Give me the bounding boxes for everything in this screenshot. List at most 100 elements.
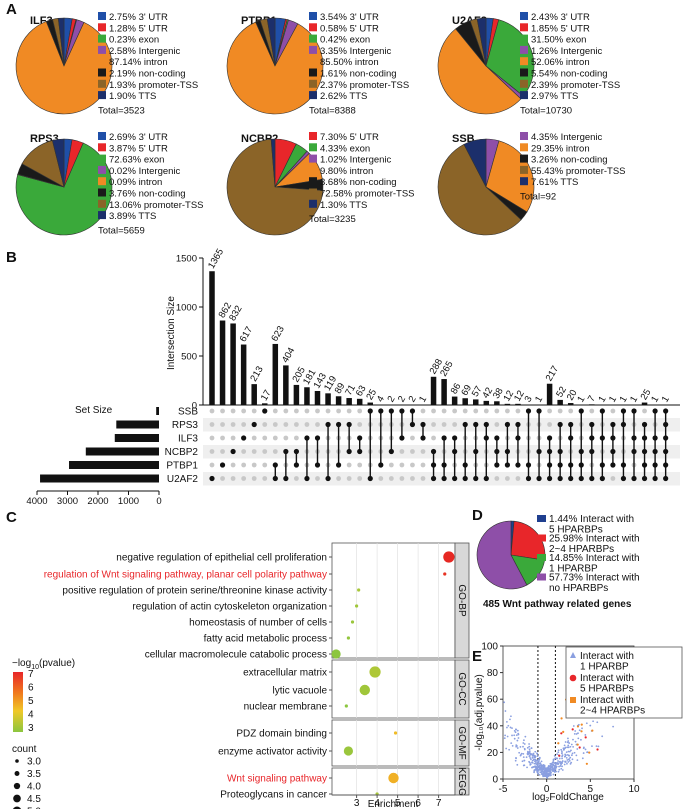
upset-dot-filled [314, 462, 321, 468]
volcano-x-title: log₂FoldChange [532, 792, 604, 803]
upset-dot-empty [610, 476, 616, 481]
volcano-point [516, 739, 519, 742]
upset-bar [578, 404, 584, 406]
volcano-point [612, 725, 615, 728]
legend-pvalue-title: −log10(pvalue) [12, 658, 75, 671]
upset-dot-empty [336, 476, 341, 481]
upset-dot-empty [315, 408, 320, 414]
volcano-legend-line1: Interact with [580, 695, 634, 706]
volcano-point-highlight [588, 751, 591, 754]
upset-dot-empty [241, 408, 247, 414]
upset-dot-filled [378, 408, 384, 414]
upset-dot-empty [357, 422, 363, 427]
upset-dot-filled [557, 448, 563, 455]
upset-dot-empty [336, 408, 341, 414]
volcano-legend-line2: 2~4 HPARBPs [580, 706, 645, 717]
upset-dot-empty [410, 449, 415, 454]
volcano-point [564, 761, 567, 763]
upset-dot-filled [663, 475, 669, 482]
volcano-point [581, 757, 584, 760]
upset-bar-label: 52 [554, 385, 569, 400]
volcano-point [539, 766, 541, 769]
volcano-point [528, 745, 531, 748]
upset-dot-empty [315, 476, 320, 481]
legend-swatch [98, 79, 106, 88]
upset-dot-filled [504, 421, 510, 428]
set-size-bar [85, 447, 159, 456]
volcano-y-tick-label: 100 [481, 642, 498, 653]
upset-dot-empty [241, 462, 247, 468]
upset-bar-label: 3 [523, 394, 535, 404]
upset-dot-empty [241, 449, 247, 454]
legend-label: 1.30% TTS [320, 200, 367, 211]
upset-dot-empty [452, 408, 458, 414]
volcano-point [556, 753, 559, 756]
upset-dot-filled [557, 462, 563, 468]
upset-y-title: Intersection Size [166, 296, 177, 370]
upset-dot-filled [610, 435, 616, 441]
upset-dot-filled [325, 421, 331, 428]
volcano-point [560, 761, 563, 764]
upset-bar [430, 376, 437, 405]
go-group-strip [454, 719, 470, 767]
upset-dot-filled [525, 408, 532, 414]
volcano-point [540, 765, 543, 768]
legend-label: 2.62% TTS [320, 91, 367, 102]
upset-dot-filled [494, 448, 500, 455]
go-group-strip [454, 767, 470, 796]
volcano-point [542, 770, 545, 773]
upset-bar-label: 217 [544, 364, 561, 383]
legend-label: 2.97% TTS [531, 91, 578, 102]
upset-dot-empty [209, 462, 215, 468]
volcano-point-highlight [558, 754, 561, 757]
upset-dot-empty [272, 435, 278, 441]
volcano-point [510, 742, 513, 744]
upset-dot-filled [610, 462, 616, 468]
upset-dot-filled [272, 475, 278, 482]
volcano-legend-line2: 1 HPARBP [580, 662, 629, 673]
legend-swatch [309, 79, 317, 88]
volcano-point-highlight [571, 728, 574, 731]
go-term-point [369, 666, 381, 678]
panel-d-label: D [472, 507, 483, 524]
volcano-point [542, 765, 545, 768]
upset-dot-filled [430, 475, 437, 482]
upset-bar [546, 383, 553, 405]
volcano-point [539, 771, 542, 774]
upset-bar-label: 12 [512, 389, 527, 404]
wnt-caption: 485 Wnt pathway related genes [483, 599, 632, 610]
upset-bar [420, 404, 426, 406]
legend-count-dot [15, 759, 19, 763]
upset-dot-empty [494, 408, 500, 414]
upset-dot-empty [642, 408, 647, 414]
panel-c-label: C [6, 509, 17, 526]
go-term-point [357, 588, 361, 592]
upset-dot-filled [441, 435, 447, 441]
upset-dot-filled [452, 435, 458, 441]
upset-dot-filled [399, 435, 405, 441]
legend-swatch [98, 199, 106, 208]
upset-dot-empty [610, 408, 616, 414]
upset-bar-label: 1 [533, 394, 545, 404]
wnt-legend-line1: 57.73% Interact with [549, 573, 640, 584]
volcano-point [573, 732, 576, 735]
panel-a-label: A [6, 1, 17, 18]
volcano-point [511, 727, 513, 730]
upset-bar-label: 1 [618, 394, 630, 404]
upset-dot-empty [272, 422, 278, 427]
upset-dot-filled [515, 421, 521, 428]
pvalue-tick-label: 5 [28, 696, 34, 707]
volcano-point [550, 762, 553, 765]
upset-dot-empty [589, 408, 595, 414]
pie-total-NCBP2: Total=3235 [309, 214, 356, 225]
legend-swatch [309, 154, 317, 163]
legend-label: 31.50% exon [531, 35, 586, 46]
upset-set-name: ILF3 [178, 434, 198, 445]
volcano-point [560, 748, 563, 751]
volcano-point-highlight [560, 732, 563, 735]
volcano-point [591, 745, 593, 748]
volcano-point [515, 756, 517, 759]
upset-dot-filled [251, 421, 257, 428]
volcano-point [557, 749, 560, 752]
upset-bar-label: 2 [396, 394, 408, 404]
